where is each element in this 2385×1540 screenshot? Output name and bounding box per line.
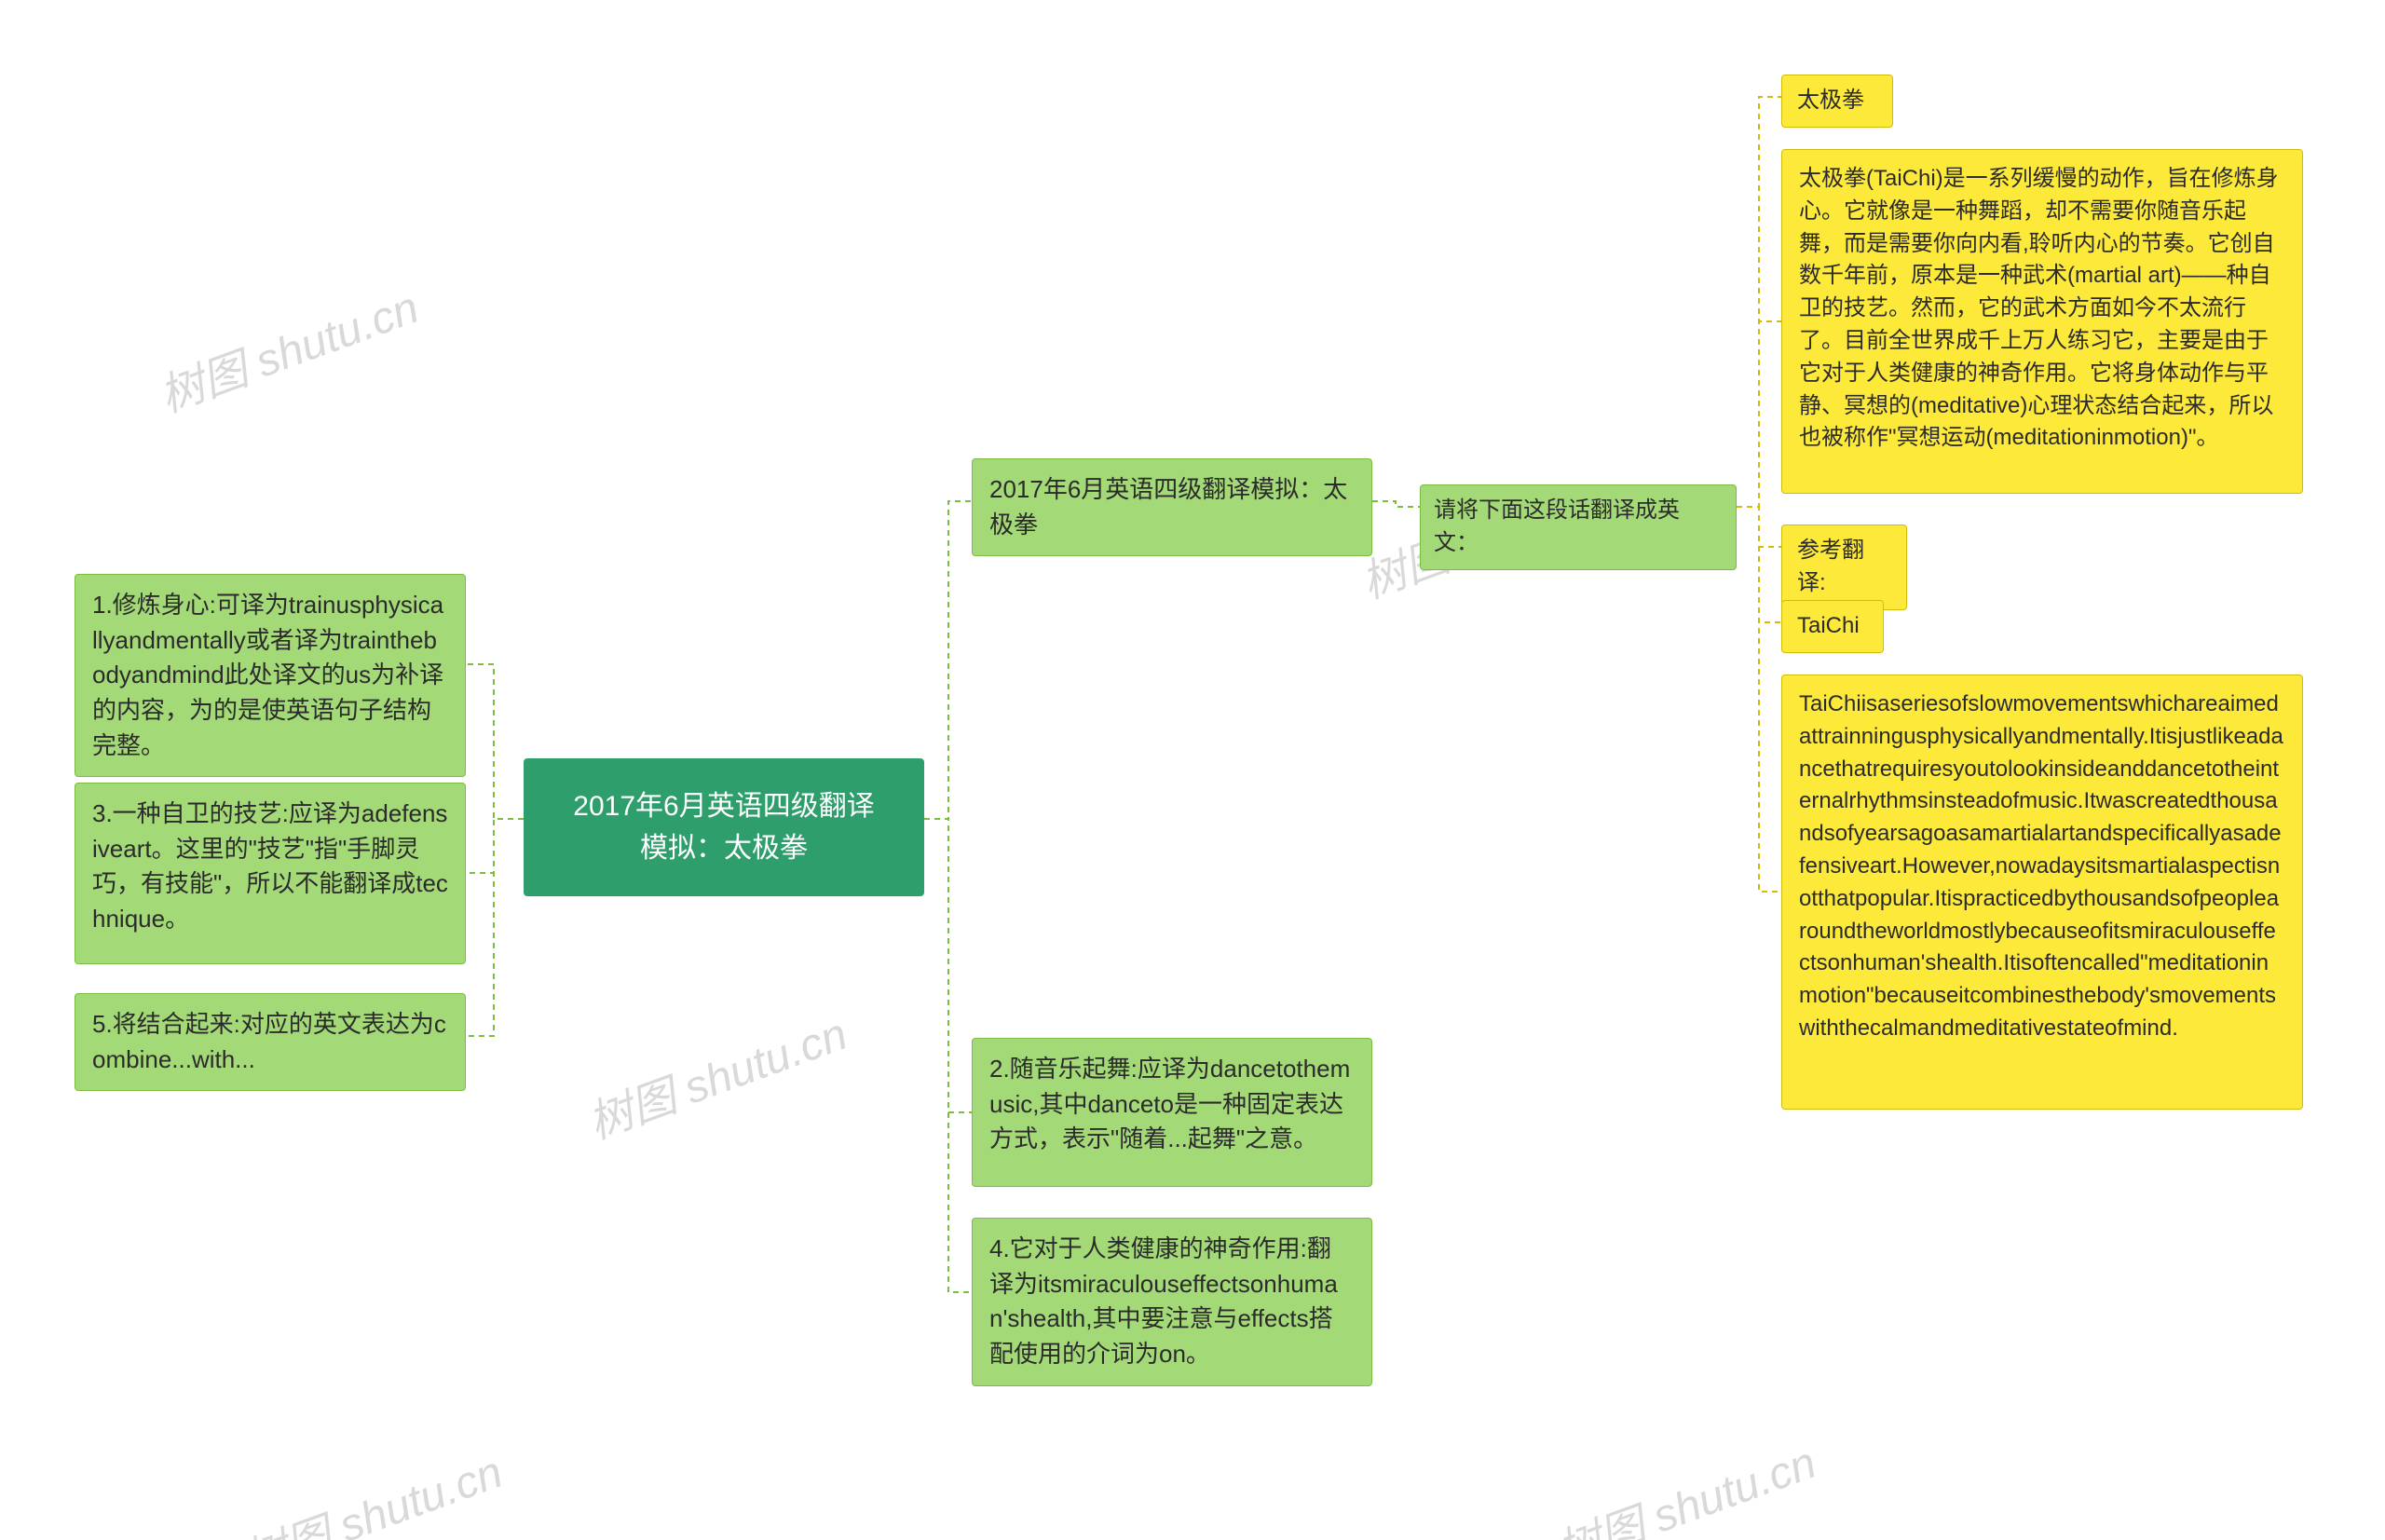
yellow-node-3[interactable]: 参考翻译: <box>1781 525 1907 610</box>
yellow-node-3-text: 参考翻译: <box>1797 538 1864 595</box>
watermark: 树图 shutu.cn <box>578 998 854 1152</box>
left-node-3-text: 3.一种自卫的技艺:应译为adefensiveart。这里的"技艺"指"手脚灵巧… <box>92 799 448 933</box>
left-node-3[interactable]: 3.一种自卫的技艺:应译为adefensiveart。这里的"技艺"指"手脚灵巧… <box>75 783 466 964</box>
left-node-1-text: 1.修炼身心:可译为trainusphysicallyandmentally或者… <box>92 591 443 759</box>
yellow-node-2[interactable]: 太极拳(TaiChi)是一系列缓慢的动作，旨在修炼身心。它就像是一种舞蹈，却不需… <box>1781 149 2303 494</box>
right-node-4[interactable]: 4.它对于人类健康的神奇作用:翻译为itsmiraculouseffectson… <box>972 1218 1372 1386</box>
right-node-2[interactable]: 2.随音乐起舞:应译为dancetothemusic,其中danceto是一种固… <box>972 1038 1372 1187</box>
yellow-node-4[interactable]: TaiChi <box>1781 600 1884 653</box>
watermark: 树图 shutu.cn <box>149 271 426 425</box>
watermark: 树图 shutu.cn <box>233 1436 510 1540</box>
center-title: 2017年6月英语四级翻译模拟：太极拳 <box>573 791 874 864</box>
yellow-node-2-text: 太极拳(TaiChi)是一系列缓慢的动作，旨在修炼身心。它就像是一种舞蹈，却不需… <box>1799 166 2279 450</box>
center-node[interactable]: 2017年6月英语四级翻译模拟：太极拳 <box>524 758 924 896</box>
left-node-5-text: 5.将结合起来:对应的英文表达为combine...with... <box>92 1010 446 1073</box>
yellow-node-5[interactable]: TaiChiisaseriesofslowmovementswhichareai… <box>1781 675 2303 1110</box>
right-title-text: 2017年6月英语四级翻译模拟：太极拳 <box>989 475 1347 538</box>
right-node-4-text: 4.它对于人类健康的神奇作用:翻译为itsmiraculouseffectson… <box>989 1234 1338 1368</box>
yellow-node-1-text: 太极拳 <box>1797 88 1864 113</box>
yellow-node-1[interactable]: 太极拳 <box>1781 75 1893 128</box>
right-title-node[interactable]: 2017年6月英语四级翻译模拟：太极拳 <box>972 458 1372 556</box>
yellow-node-5-text: TaiChiisaseriesofslowmovementswhichareai… <box>1799 691 2283 1041</box>
left-node-5[interactable]: 5.将结合起来:对应的英文表达为combine...with... <box>75 993 466 1091</box>
watermark: 树图 shutu.cn <box>1547 1426 1823 1540</box>
bridge-text: 请将下面这段话翻译成英文： <box>1434 497 1680 555</box>
bridge-node[interactable]: 请将下面这段话翻译成英文： <box>1420 484 1737 570</box>
right-node-2-text: 2.随音乐起舞:应译为dancetothemusic,其中danceto是一种固… <box>989 1055 1350 1152</box>
left-node-1[interactable]: 1.修炼身心:可译为trainusphysicallyandmentally或者… <box>75 574 466 777</box>
yellow-node-4-text: TaiChi <box>1797 613 1860 638</box>
